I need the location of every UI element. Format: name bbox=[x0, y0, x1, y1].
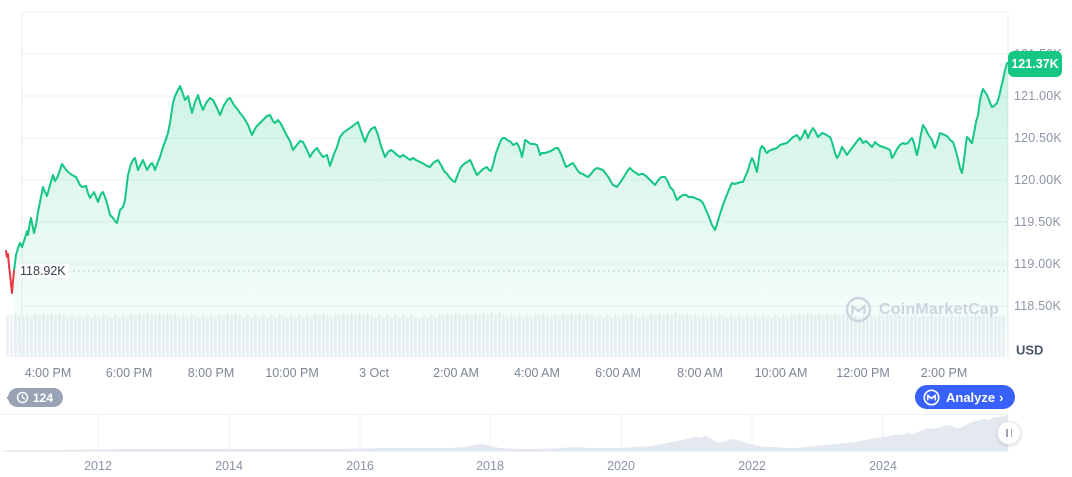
price-area-fill bbox=[14, 63, 1008, 357]
y-tick-label: 120.50K bbox=[1014, 131, 1062, 145]
previous-close-label: 118.92K bbox=[17, 264, 69, 278]
timeline-scrubber-handle[interactable] bbox=[997, 421, 1021, 445]
x-tick-label: 6:00 AM bbox=[595, 366, 641, 380]
y-tick-label: 119.00K bbox=[1014, 257, 1062, 271]
year-tick-label: 2024 bbox=[869, 459, 897, 473]
year-tick-label: 2014 bbox=[215, 459, 243, 473]
y-tick-label: 120.00K bbox=[1014, 173, 1062, 187]
x-tick-label: 10:00 AM bbox=[754, 366, 808, 380]
chevron-right-icon: › bbox=[999, 389, 1004, 405]
watermark: CoinMarketCap bbox=[845, 296, 999, 323]
analyze-label: Analyze bbox=[946, 389, 996, 405]
coinmarketcap-logo-icon bbox=[845, 296, 872, 323]
x-tick-label: 6:00 PM bbox=[105, 366, 153, 380]
y-tick-label: 121.00K bbox=[1014, 89, 1062, 103]
price-line-below-reference bbox=[5, 250, 15, 294]
history-count-badge[interactable]: 124 bbox=[5, 388, 64, 407]
price-line bbox=[13, 62, 1009, 272]
watermark-text: CoinMarketCap bbox=[879, 300, 999, 318]
minimap-history-silhouette bbox=[6, 415, 1008, 451]
x-tick-label: 12:00 PM bbox=[836, 366, 890, 380]
year-tick-label: 2018 bbox=[476, 459, 504, 473]
history-count: 124 bbox=[33, 390, 54, 405]
year-tick-label: 2022 bbox=[738, 459, 766, 473]
analyze-logo-icon bbox=[923, 388, 940, 406]
handle-grip-bar bbox=[1010, 429, 1012, 437]
analyze-button[interactable]: Analyze › bbox=[915, 385, 1016, 409]
y-tick-label: 119.50K bbox=[1014, 215, 1062, 229]
year-tick-label: 2012 bbox=[84, 459, 112, 473]
x-tick-label: 2:00 PM bbox=[920, 366, 968, 380]
x-tick-label: 3 Oct bbox=[359, 366, 389, 380]
x-tick-label: 4:00 PM bbox=[24, 366, 72, 380]
x-tick-label: 2:00 AM bbox=[433, 366, 479, 380]
x-tick-label: 10:00 PM bbox=[265, 366, 319, 380]
y-tick-label: 118.50K bbox=[1014, 299, 1062, 313]
year-tick-label: 2020 bbox=[607, 459, 635, 473]
timeline-minimap[interactable] bbox=[0, 410, 1072, 477]
x-tick-label: 8:00 PM bbox=[187, 366, 235, 380]
handle-grip-bar bbox=[1006, 429, 1008, 437]
current-price-badge: 121.37K bbox=[1008, 51, 1062, 77]
price-chart-canvas[interactable] bbox=[0, 0, 1072, 410]
history-clock-icon bbox=[16, 391, 29, 404]
x-tick-label: 8:00 AM bbox=[677, 366, 723, 380]
unit-label: USD bbox=[1016, 342, 1044, 358]
x-tick-label: 4:00 AM bbox=[514, 366, 560, 380]
minimap-gridlines bbox=[0, 414, 1009, 452]
year-tick-label: 2016 bbox=[346, 459, 374, 473]
